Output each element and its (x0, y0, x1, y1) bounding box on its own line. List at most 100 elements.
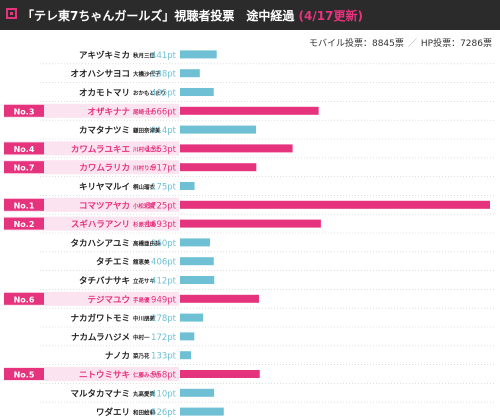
member-fullname: 中川朋美 (133, 315, 156, 323)
member-fullname: 仁藤みさき (133, 371, 161, 379)
member-fullname: 舘恵美 (132, 258, 150, 266)
vote-bar (180, 69, 200, 78)
member-fullname: 手島優 (133, 296, 150, 304)
member-name: タチバナサキ (79, 276, 130, 287)
rank-badge-label: No.5 (14, 371, 35, 380)
ranked-row-highlight (4, 160, 179, 175)
member-fullname: 桐山瑠衣 (133, 183, 156, 191)
ranked-row-highlight (4, 141, 179, 156)
member-fullname: 鎌田奈津美 (132, 127, 161, 135)
vote-bar (180, 200, 490, 209)
member-name: ニトウミサキ (79, 371, 130, 381)
vote-bar (180, 257, 214, 266)
vote-bar (180, 219, 321, 228)
member-name: スギハラアンリ (71, 219, 130, 230)
member-fullname: 大橋沙代子 (133, 70, 161, 78)
rank-badge (4, 142, 44, 155)
member-name: カワムラユキエ (71, 145, 130, 155)
vote-points-label: 1693pt (146, 220, 177, 230)
ranked-row-highlight (4, 103, 179, 118)
member-fullname: 小松彩夏 (133, 202, 156, 210)
member-name: ワダエリ (96, 407, 130, 418)
vote-points-label: 405pt (151, 89, 177, 99)
vote-points-label: 949pt (151, 295, 177, 305)
vote-points-label: 133pt (151, 352, 177, 362)
totals-separator: ／ (407, 39, 417, 49)
rank-badge (4, 198, 44, 211)
member-name: タチエミ (96, 257, 130, 268)
rank-badge (4, 292, 44, 305)
mobile-vote-total: モバイル投票：8845票 (308, 39, 404, 49)
vote-totals: モバイル投票：8845票／ HP投票：7286票 (309, 36, 492, 49)
vote-bar (180, 351, 192, 360)
member-fullname: 菜乃花 (132, 352, 150, 360)
member-fullname: 和田絵莉 (133, 409, 156, 417)
member-name: アキヅキミカ (79, 50, 130, 61)
vote-bar (180, 370, 260, 378)
member-name: ナノカ (105, 352, 130, 362)
vote-points-label: 958pt (151, 371, 177, 381)
vote-points-label: 526pt (151, 408, 177, 418)
vote-points-label: 172pt (151, 333, 177, 343)
member-name: カマタナツミ (79, 125, 130, 136)
member-fullname: 秋月三佳 (133, 51, 156, 59)
vote-points-label: 238pt (151, 70, 177, 80)
member-name: オザキナナ (87, 107, 130, 117)
vote-points-label: 1353pt (146, 145, 177, 155)
rank-badge (4, 161, 44, 174)
member-fullname: 尾崎ナナ (132, 108, 156, 116)
member-name: タカハシアユミ (70, 238, 130, 249)
vote-points-label: 360pt (151, 239, 177, 249)
vote-bar (180, 144, 293, 153)
vote-bar (180, 125, 257, 134)
member-name: カワムラリカ (79, 164, 130, 174)
vote-points-label: 406pt (151, 258, 177, 268)
vote-points-label: 3725pt (146, 201, 177, 211)
hp-vote-total: HP投票：7286票 (420, 39, 492, 49)
vote-bar (180, 407, 224, 416)
rank-badge-label: No.3 (14, 107, 35, 116)
vote-bar (180, 332, 195, 341)
member-fullname: 丸高愛実 (132, 390, 156, 398)
rank-badge-label: No.4 (14, 145, 35, 154)
vote-points-label: 410pt (151, 389, 177, 399)
rank-badge (4, 368, 44, 380)
vote-points-label: 917pt (151, 164, 177, 174)
rank-badge-label: No.1 (14, 201, 35, 210)
chart-header: 「テレ東7ちゃんガールズ」視聴者投票 途中経過 (4/17更新) (0, 0, 500, 30)
chart-title: 「テレ東7ちゃんガールズ」視聴者投票 途中経過 (4/17更新) (22, 7, 363, 24)
chart-update-date: (4/17更新) (298, 9, 363, 23)
rank-badge (4, 217, 44, 230)
vote-bar (180, 238, 210, 247)
vote-bar (180, 50, 217, 59)
member-fullname: 立花サキ (133, 277, 156, 285)
ranked-row-highlight (4, 291, 179, 306)
vote-bar (180, 163, 257, 172)
rank-badge-label: No.6 (14, 295, 35, 304)
member-name: マルタカマナミ (70, 388, 130, 399)
rank-badge-label: No.2 (14, 220, 35, 229)
member-name: キリヤマルイ (79, 183, 130, 193)
square-bullet-icon (6, 8, 17, 19)
vote-bar (180, 106, 319, 115)
ranked-row-highlight (4, 197, 179, 212)
vote-bar (180, 182, 195, 190)
vote-points-label: 278pt (151, 314, 177, 324)
vote-bar (180, 294, 259, 303)
vote-points-label: 412pt (151, 277, 177, 287)
member-fullname: 高橋亜由美 (133, 239, 161, 247)
ranked-row-highlight (4, 216, 179, 231)
member-name: ナカムラハジメ (71, 333, 130, 343)
member-name: コマツアヤカ (79, 201, 130, 211)
vote-bar (180, 313, 204, 322)
member-name: オオハシサヨコ (70, 70, 130, 80)
member-name: テジマユウ (87, 295, 130, 305)
vote-points-label: 175pt (151, 183, 177, 193)
member-fullname: おかもとまり (133, 89, 166, 97)
member-fullname: 中村一 (133, 333, 150, 341)
ranked-row-highlight (4, 367, 179, 381)
member-name: オカモトマリ (79, 89, 130, 99)
vote-bar (180, 276, 215, 284)
member-fullname: 川村りか (132, 164, 156, 172)
